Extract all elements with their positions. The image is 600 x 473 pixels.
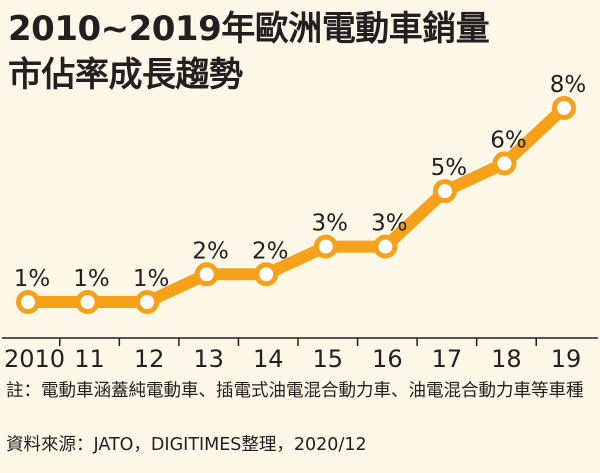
- data-point: [552, 96, 576, 120]
- data-label: 6%: [490, 127, 527, 153]
- data-point: [254, 262, 279, 287]
- data-label: 3%: [312, 211, 349, 237]
- data-label: 1%: [73, 266, 110, 292]
- data-label: 5%: [431, 155, 468, 181]
- data-points: [16, 96, 576, 314]
- data-point: [194, 262, 219, 287]
- x-tick-label: 14: [253, 345, 284, 373]
- footnote: 註： 電動車涵蓋純電動車、插電式油電混合動力車、油電混合動力車等車種: [6, 378, 596, 404]
- data-point: [313, 234, 338, 259]
- data-label: 1%: [14, 266, 51, 292]
- line-chart: 1% 1% 1% 2% 2% 3% 3% 5% 6% 8% 2010 11 12 13 14 15 16 17 1…: [2, 72, 598, 373]
- x-tick-label: 17: [432, 345, 463, 373]
- data-label: 3%: [371, 211, 408, 237]
- series-line: [22, 102, 570, 308]
- footnote-text: 電動車涵蓋純電動車、插電式油電混合動力車、油電混合動力車等車種: [41, 381, 584, 401]
- data-label: 1%: [133, 266, 170, 292]
- x-axis-ticks: [59, 338, 537, 346]
- chart-title-line-2: 市佔率成長趨勢: [8, 55, 243, 95]
- x-tick-label: 13: [193, 345, 224, 373]
- x-tick-label: 15: [313, 345, 344, 373]
- data-label: 8%: [550, 72, 587, 98]
- data-label: 2%: [192, 238, 229, 264]
- source-line: 資料來源：JATO，DIGITIMES整理，2020/12: [6, 435, 367, 455]
- x-tick-label: 2010: [4, 345, 65, 373]
- x-tick-label: 19: [551, 345, 582, 373]
- chart-title-line-1: 2010~2019年歐洲電動車銷量: [8, 9, 490, 49]
- data-point: [135, 290, 160, 314]
- data-point: [432, 179, 457, 204]
- data-point: [492, 151, 517, 176]
- x-tick-label: 18: [491, 345, 522, 373]
- footnote-label: 註：: [6, 381, 41, 401]
- x-tick-label: 12: [134, 345, 165, 373]
- data-label: 2%: [252, 238, 289, 264]
- chart-title: 2010~2019年歐洲電動車銷量 市佔率成長趨勢: [8, 6, 568, 98]
- data-point: [75, 290, 100, 314]
- data-labels: 1% 1% 1% 2% 2% 3% 3% 5% 6% 8%: [14, 72, 587, 292]
- data-point: [16, 290, 40, 314]
- data-point: [373, 234, 398, 259]
- x-tick-labels: 2010 11 12 13 14 15 16 17 18 19: [4, 345, 581, 373]
- x-tick-label: 16: [372, 345, 403, 373]
- x-tick-label: 11: [74, 345, 105, 373]
